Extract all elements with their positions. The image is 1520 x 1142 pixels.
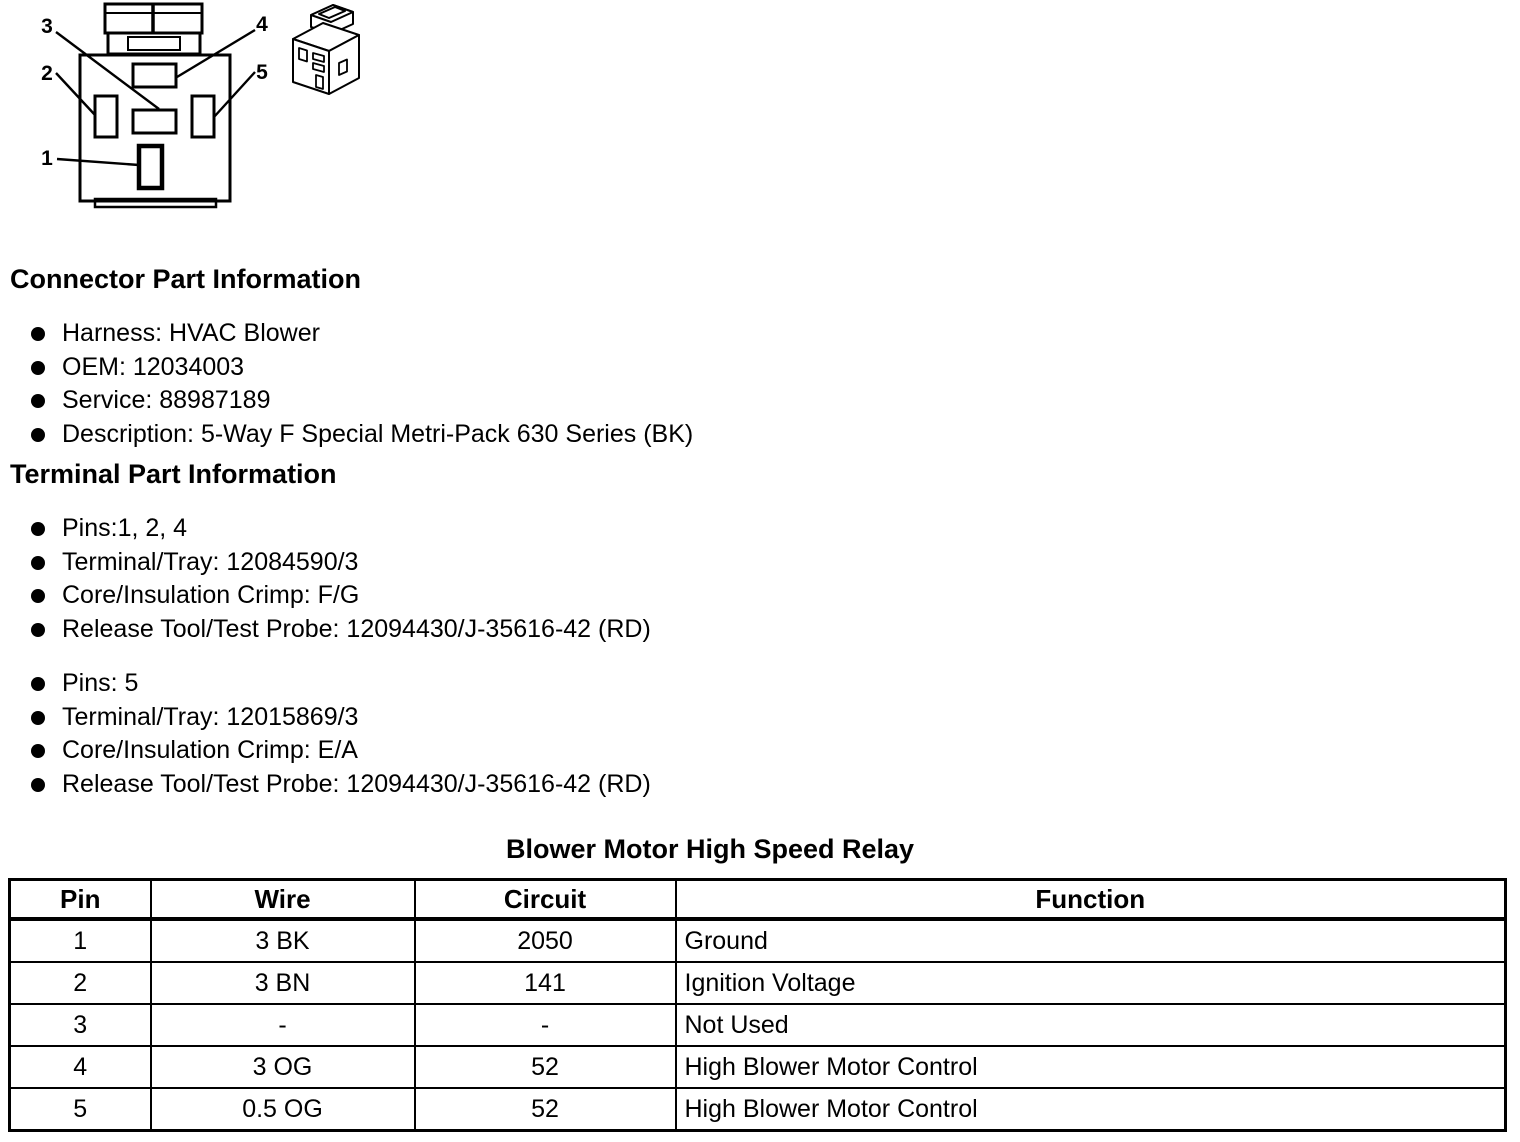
bullet-icon bbox=[31, 677, 45, 691]
table-row: 4 3 OG 52 High Blower Motor Control bbox=[8, 1045, 1507, 1089]
bullet-icon bbox=[31, 589, 45, 603]
icon-slot-left bbox=[298, 47, 308, 63]
pin-label-1: 1 bbox=[41, 147, 53, 170]
table-title: Blower Motor High Speed Relay bbox=[505, 834, 915, 864]
circuit-cell: 52 bbox=[413, 1045, 677, 1089]
description-text: Description: 5-Way F Special Metri-Pack … bbox=[62, 419, 694, 448]
release-tool-text: Release Tool/Test Probe: 12094430/J-3561… bbox=[62, 614, 651, 643]
oem-text: OEM: 12034003 bbox=[62, 352, 245, 381]
service-text: Service: 88987189 bbox=[62, 386, 271, 414]
list-item: Terminal/Tray: 12084590/3 bbox=[10, 546, 651, 580]
pins-text: Pins:1, 2, 4 bbox=[62, 514, 188, 542]
function-cell: Not Used bbox=[674, 1003, 1507, 1047]
terminal-info-group-2: Pins: 5 Terminal/Tray: 12015869/3 Core/I… bbox=[10, 667, 651, 801]
leader-line-2 bbox=[55, 72, 96, 116]
bullet-icon bbox=[31, 394, 45, 408]
list-item: Description: 5-Way F Special Metri-Pack … bbox=[10, 418, 693, 452]
leader-line-4 bbox=[176, 28, 256, 79]
circuit-cell: 2050 bbox=[413, 918, 677, 963]
terminal-tray-text: Terminal/Tray: 12015869/3 bbox=[62, 702, 359, 731]
terminal-part-information-heading: Terminal Part Information bbox=[10, 459, 337, 489]
table-header-row: Pin Wire Circuit Function bbox=[8, 878, 1507, 921]
list-item: Terminal/Tray: 12015869/3 bbox=[10, 701, 651, 735]
bullet-icon bbox=[31, 744, 45, 758]
icon-latch-inner bbox=[318, 6, 346, 19]
icon-slot-h1 bbox=[312, 52, 325, 63]
latch-inner bbox=[127, 36, 181, 51]
pin-label-2: 2 bbox=[41, 62, 53, 85]
circuit-cell: 52 bbox=[413, 1087, 677, 1132]
leader-line-5 bbox=[213, 71, 256, 118]
connector-foot bbox=[93, 197, 218, 209]
function-cell: Ground bbox=[674, 918, 1507, 963]
bullet-icon bbox=[31, 555, 45, 570]
pin-1-slot bbox=[136, 143, 165, 191]
list-item: Harness: HVAC Blower bbox=[10, 317, 693, 351]
pin-cell: 1 bbox=[8, 918, 152, 963]
connector-3d-icon bbox=[292, 4, 360, 95]
icon-slot-h2 bbox=[312, 62, 325, 73]
pin-3-slot bbox=[131, 108, 178, 135]
list-item: Release Tool/Test Probe: 12094430/J-3561… bbox=[10, 768, 651, 802]
bullet-icon bbox=[31, 360, 45, 375]
connector-face-diagram: 3 2 1 4 5 bbox=[41, 2, 268, 209]
wire-cell: 0.5 OG bbox=[149, 1087, 416, 1132]
bullet-icon bbox=[31, 622, 45, 637]
circuit-cell: - bbox=[413, 1003, 677, 1047]
function-cell: High Blower Motor Control bbox=[674, 1045, 1507, 1089]
terminal-info-group-1: Pins:1, 2, 4 Terminal/Tray: 12084590/3 C… bbox=[10, 512, 651, 646]
bullet-icon bbox=[31, 777, 45, 792]
pin-label-4: 4 bbox=[256, 13, 268, 36]
leader-line-3 bbox=[55, 31, 160, 110]
table-row: 2 3 BN 141 Ignition Voltage bbox=[8, 961, 1507, 1005]
release-tool-text: Release Tool/Test Probe: 12094430/J-3561… bbox=[62, 769, 651, 798]
pin-cell: 4 bbox=[8, 1045, 152, 1089]
wire-cell: 3 OG bbox=[149, 1045, 416, 1089]
harness-text: Harness: HVAC Blower bbox=[62, 319, 320, 347]
wire-header: Wire bbox=[149, 878, 416, 921]
function-header: Function bbox=[674, 878, 1507, 921]
crimp-text: Core/Insulation Crimp: F/G bbox=[62, 581, 360, 609]
wire-cell: 3 BK bbox=[149, 918, 416, 963]
circuit-cell: 141 bbox=[413, 961, 677, 1005]
list-item: Release Tool/Test Probe: 12094430/J-3561… bbox=[10, 613, 651, 647]
circuit-header: Circuit bbox=[413, 878, 677, 921]
list-item: Core/Insulation Crimp: F/G bbox=[10, 579, 651, 613]
pin-cell: 2 bbox=[8, 961, 152, 1005]
pin-2-slot bbox=[93, 94, 119, 139]
function-cell: High Blower Motor Control bbox=[674, 1087, 1507, 1132]
table-row: 3 - - Not Used bbox=[8, 1003, 1507, 1047]
list-item: Service: 88987189 bbox=[10, 384, 693, 418]
crimp-text: Core/Insulation Crimp: E/A bbox=[62, 736, 358, 764]
connector-part-information-list: Harness: HVAC Blower OEM: 12034003 Servi… bbox=[10, 317, 693, 451]
pin-4-slot bbox=[131, 62, 178, 89]
pin-header: Pin bbox=[8, 878, 152, 921]
connector-body bbox=[78, 53, 232, 203]
pin-cell: 5 bbox=[8, 1087, 152, 1132]
function-cell: Ignition Voltage bbox=[674, 961, 1507, 1005]
bullet-icon bbox=[31, 522, 45, 536]
icon-slot-v bbox=[315, 74, 324, 90]
pins-text: Pins: 5 bbox=[62, 669, 139, 697]
pin-label-3: 3 bbox=[41, 15, 53, 38]
pin-5-slot bbox=[190, 94, 216, 139]
list-item: Core/Insulation Crimp: E/A bbox=[10, 734, 651, 768]
table-row: 1 3 BK 2050 Ground bbox=[8, 918, 1507, 963]
bullet-icon bbox=[31, 327, 45, 341]
table-row: 5 0.5 OG 52 High Blower Motor Control bbox=[8, 1087, 1507, 1132]
wire-cell: - bbox=[149, 1003, 416, 1047]
pin-cell: 3 bbox=[8, 1003, 152, 1047]
list-item: Pins: 5 bbox=[10, 667, 651, 701]
leader-line-1 bbox=[56, 157, 140, 167]
bullet-icon bbox=[31, 710, 45, 725]
wire-cell: 3 BN bbox=[149, 961, 416, 1005]
list-item: OEM: 12034003 bbox=[10, 351, 693, 385]
pinout-table: Pin Wire Circuit Function 1 3 BK 2050 Gr… bbox=[8, 878, 1507, 1132]
connector-part-information-heading: Connector Part Information bbox=[10, 264, 362, 294]
terminal-tray-text: Terminal/Tray: 12084590/3 bbox=[62, 547, 359, 576]
bullet-icon bbox=[31, 427, 45, 442]
icon-slot-right bbox=[338, 58, 348, 76]
pin-label-5: 5 bbox=[256, 61, 268, 84]
list-item: Pins:1, 2, 4 bbox=[10, 512, 651, 546]
